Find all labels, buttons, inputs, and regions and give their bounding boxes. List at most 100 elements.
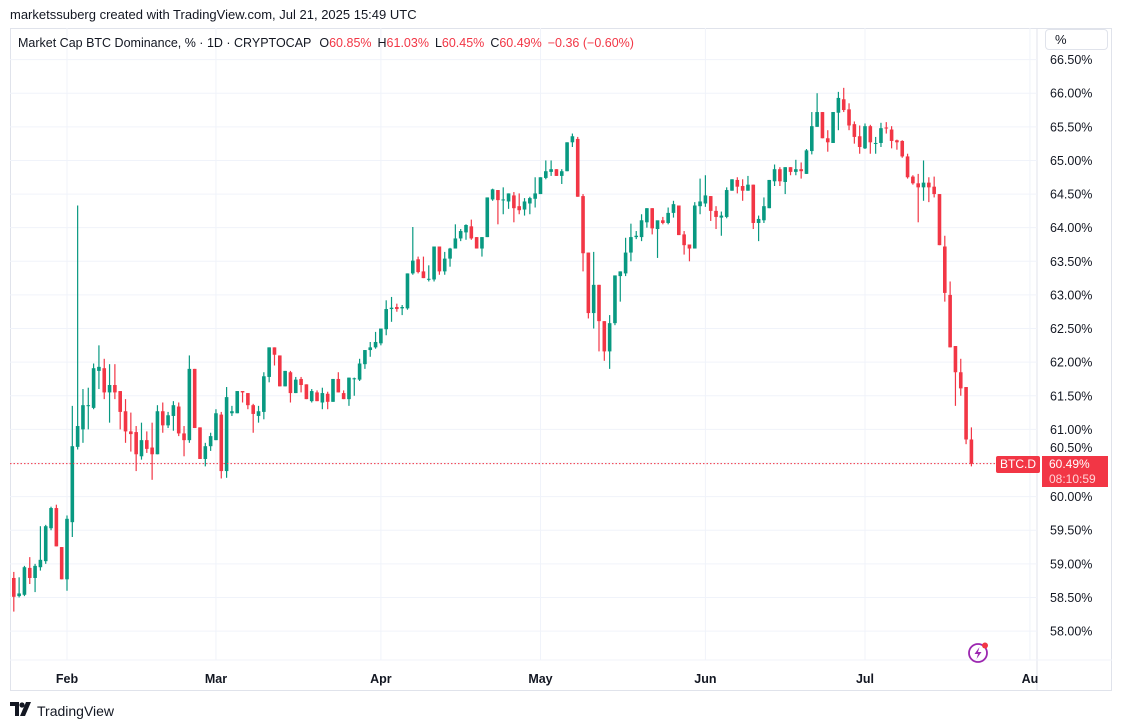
candle [97,345,101,390]
candle [49,506,53,531]
candle-body [575,138,580,197]
candle [762,197,766,223]
candle [857,125,862,154]
candle-body [889,129,894,141]
candle [118,391,122,430]
candle-body [262,376,266,412]
candle [879,122,883,148]
candle [267,347,271,383]
candle-body [81,405,85,430]
candle-body [145,440,149,449]
candle-body [932,186,936,195]
lightning-bolt-icon[interactable] [966,640,990,664]
candle-body [937,194,942,246]
candle [788,167,793,176]
candle-body [187,368,192,441]
candle [905,153,910,179]
candle-body [278,355,282,387]
y-tick-label: 60.50% [1050,441,1092,455]
candle [735,177,740,194]
candle [613,275,617,326]
candle [411,227,415,275]
candle-body [352,378,357,380]
candle-body [746,184,750,191]
candle [299,376,303,393]
candle-body [288,372,293,394]
candle-body [815,112,819,127]
candle [240,391,245,403]
candle-body [629,237,633,253]
candle-body [54,508,59,547]
candle [932,176,936,198]
candle [873,136,878,154]
candle [810,112,814,155]
candle-body [708,196,713,211]
candle [692,202,697,249]
candle-body [602,321,607,352]
candle-body [474,237,479,249]
candle-body [437,246,442,272]
candle-body [719,215,724,218]
candle [384,300,388,336]
percent-scale-button[interactable]: % [1045,29,1108,50]
candle-body [27,567,32,578]
candle-body [33,565,37,578]
candle [575,136,580,197]
candle [59,547,64,580]
candle [852,121,857,144]
candle-body [150,447,154,455]
candle [591,251,596,329]
candle [655,220,660,258]
candle-body [309,391,314,402]
candle [544,160,548,180]
candle-body [453,238,458,249]
candle [251,403,255,433]
candle-body [251,405,255,414]
brand-name: TradingView [37,703,115,719]
y-tick-label: 64.50% [1050,188,1092,202]
candle-body [565,142,569,172]
candle [496,190,500,225]
y-tick-label: 58.50% [1050,591,1092,605]
candle-body [740,186,745,191]
candle-body [395,307,399,310]
candle-body [863,126,867,149]
candle-body [900,140,905,157]
candle-body [208,436,213,447]
candle [863,123,867,150]
candle-body [384,309,388,330]
tradingview-brand[interactable]: TradingView [10,702,114,720]
candle [836,91,841,131]
candle [325,391,330,410]
candle-body [958,372,963,389]
candle [400,305,404,316]
candle [139,422,144,460]
candle-body [293,379,298,394]
candle [198,427,202,459]
candle-body [501,199,506,201]
candle [123,399,128,443]
candle [442,251,447,275]
candle [969,427,974,467]
candle-body [538,177,543,195]
candle [724,187,729,219]
candle [129,412,133,452]
candle [953,346,958,406]
candle [570,133,575,148]
candle-body [214,413,218,441]
candle [214,409,218,441]
y-tick-label: 65.00% [1050,154,1092,168]
candle-body [873,142,878,144]
candle-body [325,393,330,402]
candle [235,391,240,414]
candle-body [597,284,601,322]
candle [309,389,314,403]
candle-body [884,127,889,129]
y-tick-label: 62.50% [1050,322,1092,336]
chart-legend: Market Cap BTC Dominance, % · 1D · CRYPT… [18,36,640,50]
candle [565,142,569,172]
candle-body [416,259,420,273]
legend-low-value: 60.45% [441,36,485,50]
candle-body [203,446,208,459]
